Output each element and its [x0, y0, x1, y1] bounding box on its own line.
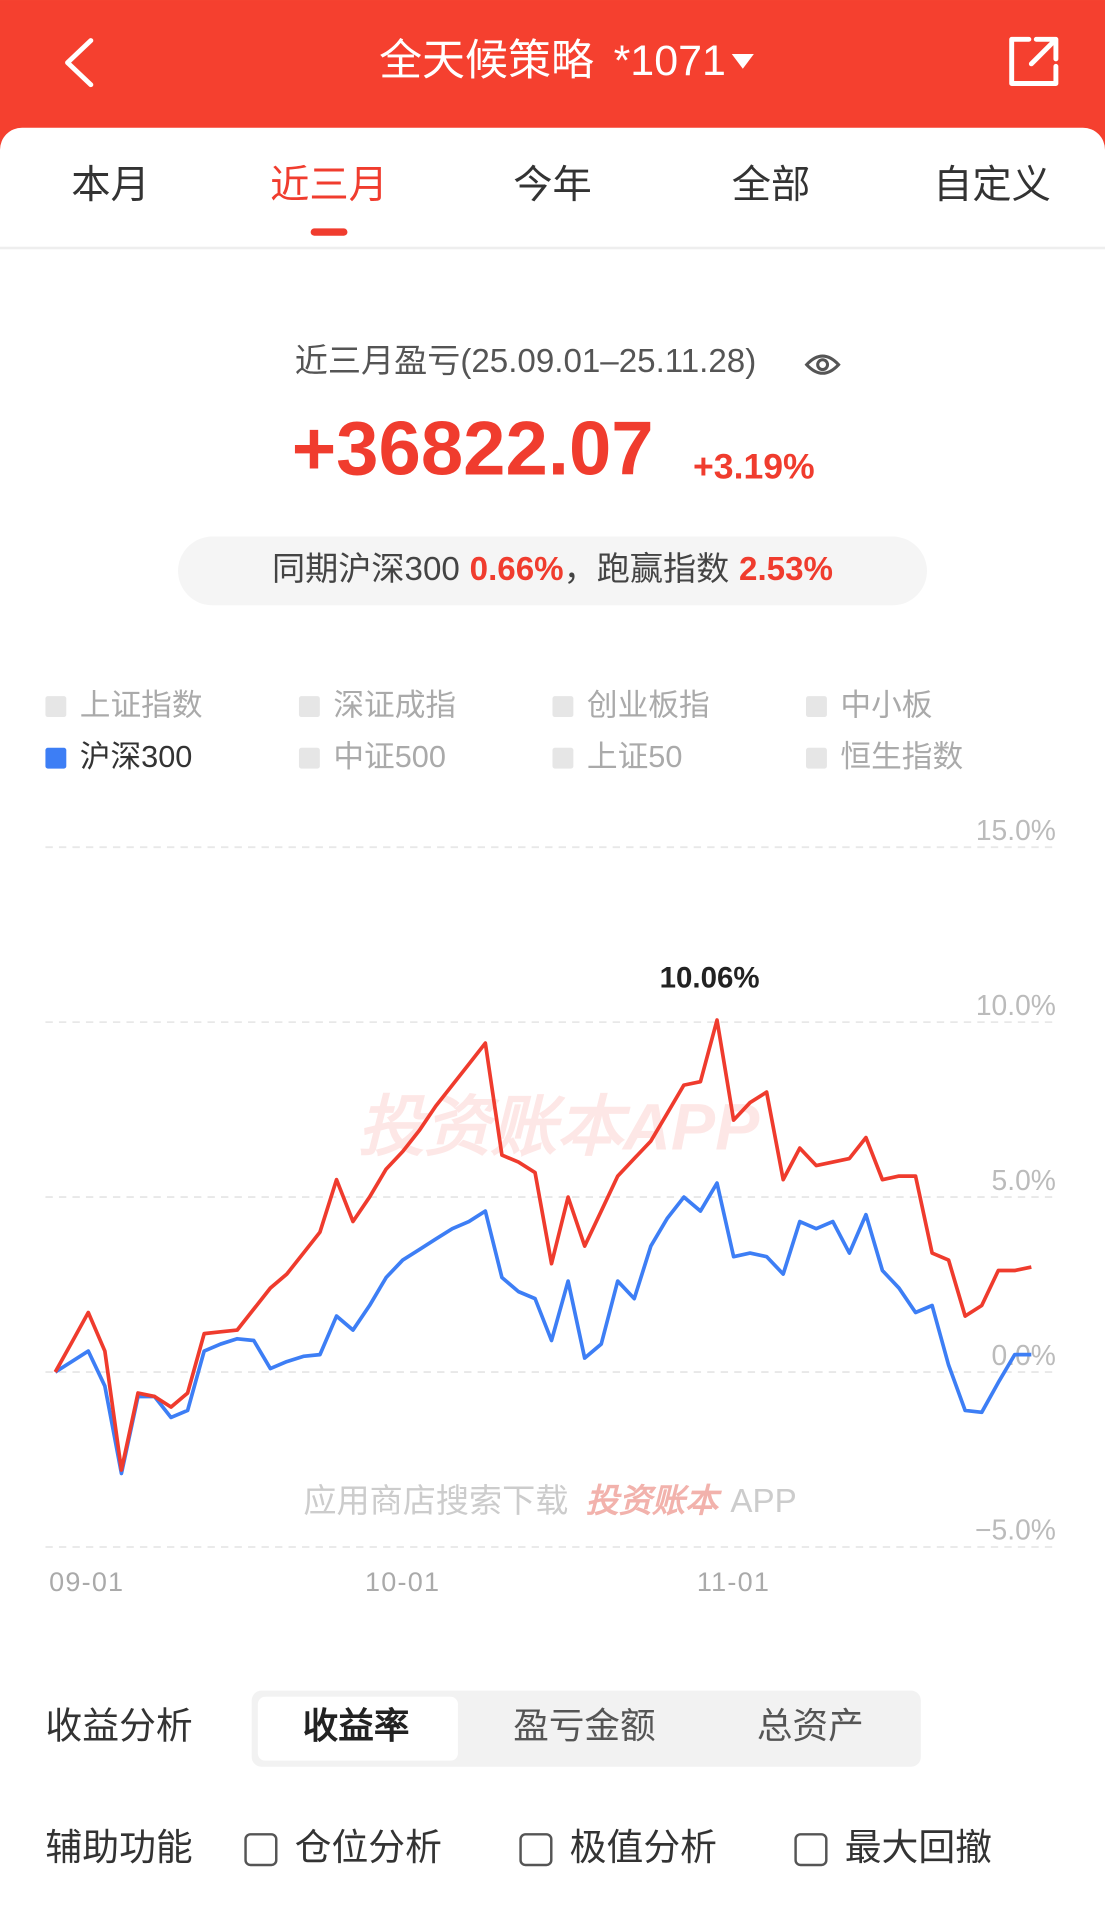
tool-options: 仓位分析 极值分析 最大回撤 [244, 1827, 992, 1868]
y-tick-label: 15.0% [976, 814, 1056, 846]
compare-text: 同期沪深300 0.66%，跑赢指数 2.53% [272, 551, 833, 588]
max-label: 10.06% [660, 961, 760, 994]
eye-icon[interactable] [804, 354, 841, 375]
line-series [53, 1018, 1032, 1472]
x-tick-label: 09-01 [49, 1567, 124, 1597]
back-button[interactable] [65, 38, 94, 88]
compare-label: ，跑赢指数 [564, 551, 730, 588]
legend-swatch[interactable] [298, 696, 320, 718]
tab[interactable]: 今年 [513, 163, 592, 207]
checkbox[interactable] [794, 1833, 828, 1867]
checkbox-label[interactable]: 极值分析 [570, 1827, 717, 1868]
y-tick-label: 5.0% [992, 1164, 1056, 1196]
segment-option[interactable]: 总资产 [757, 1706, 864, 1746]
segments: 收益率 盈亏金额 总资产 [257, 1696, 864, 1761]
checkbox[interactable] [519, 1833, 553, 1867]
tab[interactable]: 全部 [732, 163, 811, 207]
profit-percent: +3.19% [693, 446, 815, 486]
legend-swatch[interactable] [806, 696, 827, 718]
segment-option[interactable]: 盈亏金额 [513, 1706, 655, 1746]
y-tick-label: −5.0% [975, 1514, 1056, 1546]
footer-brand: 投资账本 [586, 1483, 722, 1520]
panel [0, 127, 1105, 1928]
legend-swatch[interactable] [298, 747, 320, 769]
legend-label[interactable]: 上证指数 [80, 687, 203, 722]
analysis-label: 收益分析 [45, 1705, 192, 1746]
legend-swatch[interactable] [45, 696, 67, 718]
legend-label[interactable]: 沪深300 [80, 739, 193, 774]
profit-amount: +36822.07 [292, 406, 654, 491]
legend-label[interactable]: 中证500 [333, 739, 446, 774]
chart: 投资账本APP 应用商店搜索下载 投资账本 APP 上证指数 深证成指 创业板指 中小板沪… [45, 687, 1056, 1597]
legend-label[interactable]: 创业板指 [587, 687, 710, 722]
legend-swatch[interactable] [45, 747, 67, 769]
account-number: *1071 [614, 37, 726, 85]
header-title[interactable]: 全天候策略 *1071 [379, 37, 726, 85]
checkbox[interactable] [244, 1833, 278, 1867]
tab-indicator [310, 228, 348, 236]
x-tick-label: 10-01 [365, 1567, 440, 1597]
strategy-name: 全天候策略 [379, 37, 594, 85]
legend-swatch[interactable] [806, 747, 827, 769]
legend-swatch[interactable] [552, 747, 574, 769]
legend-swatch[interactable] [552, 696, 574, 718]
segment-active-bg [257, 1696, 458, 1761]
legend-label[interactable]: 中小板 [840, 687, 932, 722]
footer-text: APP [730, 1483, 796, 1520]
legend-label[interactable]: 深证成指 [333, 687, 456, 722]
compare-label: 同期沪深300 [272, 551, 460, 588]
checkbox-label[interactable]: 最大回撤 [845, 1827, 992, 1868]
tab[interactable]: 自定义 [933, 163, 1051, 207]
y-tick-label: 10.0% [976, 989, 1056, 1021]
tab[interactable]: 本月 [71, 163, 150, 207]
share-button[interactable] [1009, 36, 1059, 86]
segment-option[interactable]: 收益率 [303, 1706, 410, 1746]
legend-label[interactable]: 上证50 [587, 739, 683, 774]
period-label: 近三月盈亏(25.09.01–25.11.28) [295, 343, 757, 380]
compare-pill [178, 536, 927, 606]
tab[interactable]: 近三月 [270, 163, 388, 207]
footer-note: 应用商店搜索下载 投资账本 APP [303, 1483, 796, 1520]
tools-label: 辅助功能 [45, 1827, 192, 1868]
footer-text: 应用商店搜索下载 [303, 1483, 568, 1520]
checkbox-label[interactable]: 仓位分析 [295, 1827, 442, 1868]
x-tick-label: 11-01 [697, 1567, 770, 1597]
legend-label[interactable]: 恒生指数 [840, 739, 963, 774]
line-series [54, 1181, 1032, 1476]
dropdown-icon[interactable] [731, 54, 754, 69]
watermark: 投资账本APP [358, 1091, 760, 1165]
tab-bar: 本月 近三月 今年 全部 自定义 [71, 163, 1051, 236]
excess-return: 2.53% [739, 551, 833, 588]
index-return: 0.66% [470, 551, 564, 588]
